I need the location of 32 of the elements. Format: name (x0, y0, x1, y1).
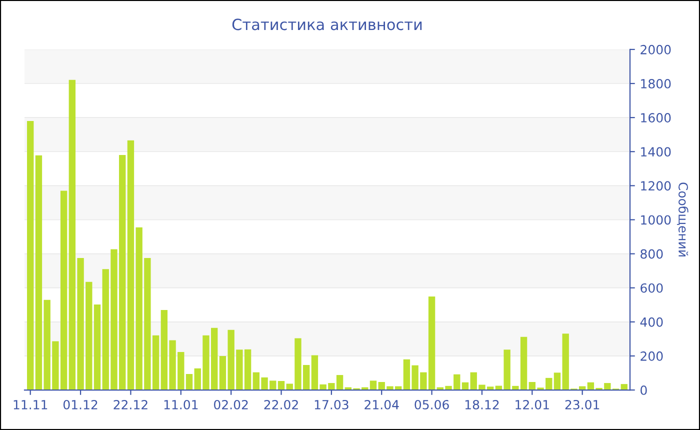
y-tick-label: 0 (640, 385, 647, 395)
y-tick-label: 200 (640, 351, 663, 361)
x-tick-label: 21.04 (364, 400, 399, 410)
bar (94, 304, 101, 390)
x-tick-label: 11.01 (164, 400, 198, 410)
x-tick-label: 17.03 (314, 400, 348, 410)
x-tick-label: 02.02 (214, 400, 248, 410)
chart-title: Статистика активности (232, 18, 422, 30)
y-tick-label: 1400 (641, 147, 671, 157)
y-tick-label: 1800 (641, 78, 671, 88)
y-tick-label: 800 (640, 249, 663, 259)
bar (370, 380, 377, 390)
bar (278, 380, 285, 390)
y-tick-label: 1000 (641, 215, 671, 225)
x-tick-label: 22.12 (114, 400, 148, 410)
y-axis-title: Сообщений (676, 182, 688, 256)
x-tick-label: 22.02 (264, 400, 298, 410)
x-tick-label: 05.06 (414, 400, 449, 410)
bar (186, 374, 193, 390)
y-tick-label: 600 (640, 283, 663, 293)
x-tick-label: 18.12 (465, 400, 499, 410)
bar (620, 384, 628, 390)
y-tick-label: 400 (640, 317, 663, 327)
x-tick-label: 12.01 (516, 400, 549, 410)
x-tick-label: 23.01 (565, 400, 600, 410)
x-tick-label: 01.12 (63, 400, 98, 410)
bar (27, 120, 34, 390)
y-tick-label: 1600 (641, 113, 671, 122)
bar (554, 372, 561, 390)
y-tick-label: 1200 (641, 181, 671, 191)
x-tick-label: 11.11 (14, 400, 48, 410)
y-tick-label: 2000 (640, 44, 671, 54)
